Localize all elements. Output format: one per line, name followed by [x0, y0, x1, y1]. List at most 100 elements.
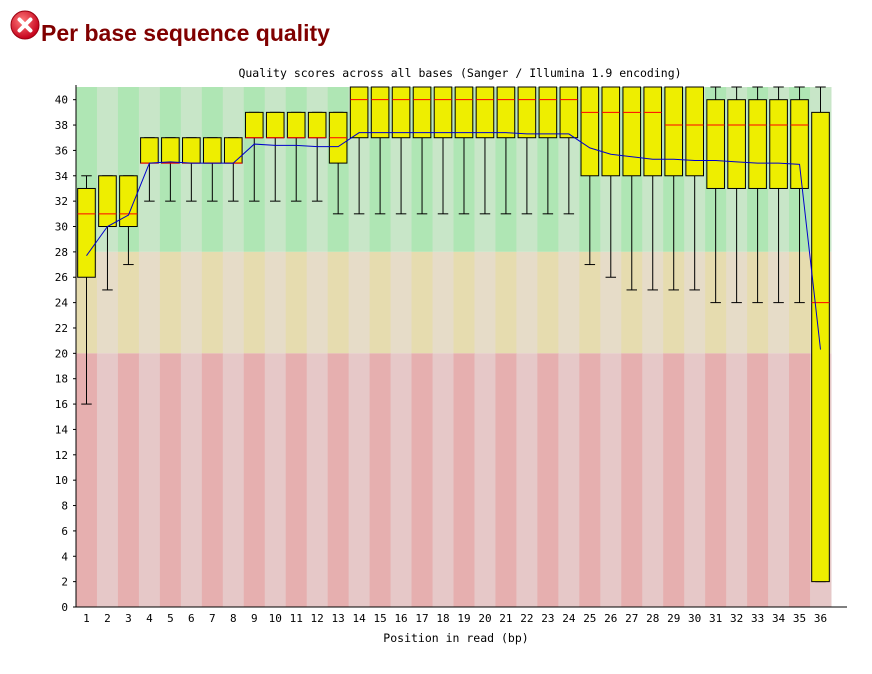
box-position-2: [98, 175, 117, 291]
box-position-17: [412, 86, 432, 215]
zone-poor-stripe: [789, 353, 811, 607]
x-tick-label: 22: [520, 612, 533, 625]
box-position-33: [748, 86, 767, 304]
interquartile-box: [769, 99, 788, 189]
x-tick-label: 8: [230, 612, 237, 625]
box-position-29: [664, 86, 684, 291]
zone-poor-stripe: [76, 353, 98, 607]
zone-poor-stripe: [117, 353, 140, 607]
x-tick-label: 15: [373, 612, 386, 625]
box-position-20: [475, 86, 495, 215]
fail-cross-icon: [10, 10, 40, 40]
y-tick-label: 22: [55, 322, 68, 335]
zone-poor-stripe: [264, 353, 287, 607]
x-tick-label: 25: [583, 612, 596, 625]
y-tick-label: 38: [55, 119, 68, 132]
y-tick-label: 16: [55, 398, 68, 411]
zone-poor-stripe: [705, 353, 727, 607]
box-position-10: [265, 111, 285, 202]
zone-poor-stripe: [432, 353, 454, 607]
zone-poor-stripe: [201, 353, 224, 607]
zone-reasonable-stripe: [264, 251, 287, 354]
box-position-14: [349, 86, 369, 215]
x-tick-label: 19: [457, 612, 470, 625]
box-position-30: [685, 86, 704, 291]
zone-poor-stripe: [453, 353, 475, 607]
interquartile-box: [77, 187, 96, 278]
y-tick-label: 12: [55, 449, 68, 462]
zone-poor-stripe: [537, 353, 559, 607]
zone-reasonable-stripe: [558, 251, 580, 354]
zone-poor-stripe: [285, 353, 308, 607]
zone-reasonable-stripe: [474, 251, 496, 354]
zone-reasonable-stripe: [117, 251, 140, 354]
interquartile-box: [391, 86, 411, 139]
box-position-35: [790, 86, 809, 304]
interquartile-box: [203, 137, 222, 164]
zone-reasonable-stripe: [306, 251, 329, 354]
x-tick-label: 9: [251, 612, 258, 625]
x-tick-label: 10: [269, 612, 282, 625]
y-tick-label: 32: [55, 195, 68, 208]
zone-poor-stripe: [768, 353, 790, 607]
y-tick-label: 14: [55, 423, 69, 436]
y-tick-label: 20: [55, 347, 68, 360]
zone-reasonable-stripe: [516, 251, 538, 354]
box-position-18: [433, 86, 453, 215]
interquartile-box: [433, 86, 453, 139]
zone-reasonable-stripe: [579, 251, 601, 354]
box-position-11: [286, 111, 306, 202]
zone-reasonable-stripe: [348, 251, 371, 354]
zone-poor-stripe: [243, 353, 266, 607]
y-tick-label: 10: [55, 474, 68, 487]
interquartile-box: [161, 137, 180, 164]
interquartile-box: [307, 111, 327, 139]
zone-reasonable-stripe: [642, 251, 664, 354]
box-position-25: [580, 86, 600, 266]
box-position-23: [538, 86, 558, 215]
interquartile-box: [559, 86, 579, 139]
interquartile-box: [286, 111, 306, 139]
zone-poor-stripe: [96, 353, 119, 607]
zone-poor-stripe: [180, 353, 203, 607]
box-position-24: [559, 86, 579, 215]
interquartile-box: [685, 86, 704, 177]
zone-reasonable-stripe: [327, 251, 350, 354]
zone-reasonable-stripe: [621, 251, 643, 354]
x-tick-label: 32: [730, 612, 743, 625]
interquartile-box: [790, 99, 809, 189]
interquartile-box: [706, 99, 725, 189]
zone-reasonable-stripe: [159, 251, 182, 354]
y-tick-label: 6: [61, 525, 68, 538]
x-tick-label: 13: [332, 612, 345, 625]
box-position-16: [391, 86, 411, 215]
x-tick-label: 35: [793, 612, 806, 625]
zone-poor-stripe: [411, 353, 434, 607]
zone-reasonable-stripe: [495, 251, 517, 354]
x-axis-label: Position in read (bp): [383, 631, 528, 645]
interquartile-box: [454, 86, 474, 139]
interquartile-box: [182, 137, 201, 164]
y-tick-label: 0: [61, 601, 68, 614]
zone-poor-stripe: [726, 353, 748, 607]
interquartile-box: [727, 99, 746, 189]
zone-poor-stripe: [600, 353, 622, 607]
x-tick-label: 1: [83, 612, 90, 625]
x-tick-label: 21: [499, 612, 512, 625]
zone-reasonable-stripe: [180, 251, 203, 354]
x-tick-label: 5: [167, 612, 174, 625]
x-tick-label: 24: [562, 612, 576, 625]
interquartile-box: [265, 111, 285, 139]
interquartile-box: [370, 86, 390, 139]
boxplot-series: [77, 86, 830, 583]
interquartile-box: [475, 86, 495, 139]
box-position-6: [182, 137, 201, 202]
zone-poor-stripe: [327, 353, 350, 607]
zone-reasonable-stripe: [390, 251, 413, 354]
interquartile-box: [223, 137, 243, 164]
interquartile-box: [748, 99, 767, 189]
x-tick-label: 17: [415, 612, 428, 625]
y-tick-label: 8: [61, 500, 68, 513]
zone-poor-stripe: [516, 353, 538, 607]
